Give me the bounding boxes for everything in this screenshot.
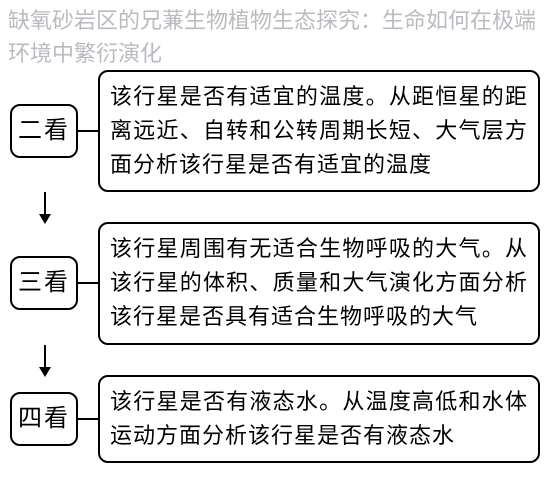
v-connector — [44, 192, 46, 222]
v-connector-wrap — [10, 192, 552, 222]
step-row: 四看 该行星是否有液态水。从温度高低和水体运动方面分析该行星是否有液态水 — [10, 375, 552, 463]
h-connector — [78, 130, 98, 132]
h-connector — [78, 282, 98, 284]
step-row: 二看 该行星是否有适宜的温度。从距恒星的距离远近、自转和公转周期长短、大气层方面… — [10, 70, 552, 192]
step-label-box: 三看 — [10, 256, 78, 310]
step-content-box: 该行星周围有无适合生物呼吸的大气。从该行星的体积、质量和大气演化方面分析该行星是… — [98, 222, 540, 344]
step-row: 三看 该行星周围有无适合生物呼吸的大气。从该行星的体积、质量和大气演化方面分析该… — [10, 222, 552, 344]
h-connector — [78, 418, 98, 420]
step-label-box: 二看 — [10, 104, 78, 158]
flowchart-diagram: 二看 该行星是否有适宜的温度。从距恒星的距离远近、自转和公转周期长短、大气层方面… — [0, 0, 552, 463]
step-label-box: 四看 — [10, 392, 78, 446]
v-connector — [44, 345, 46, 375]
step-content-box: 该行星是否有适宜的温度。从距恒星的距离远近、自转和公转周期长短、大气层方面分析该… — [98, 70, 540, 192]
step-content-box: 该行星是否有液态水。从温度高低和水体运动方面分析该行星是否有液态水 — [98, 375, 540, 463]
v-connector-wrap — [10, 345, 552, 375]
